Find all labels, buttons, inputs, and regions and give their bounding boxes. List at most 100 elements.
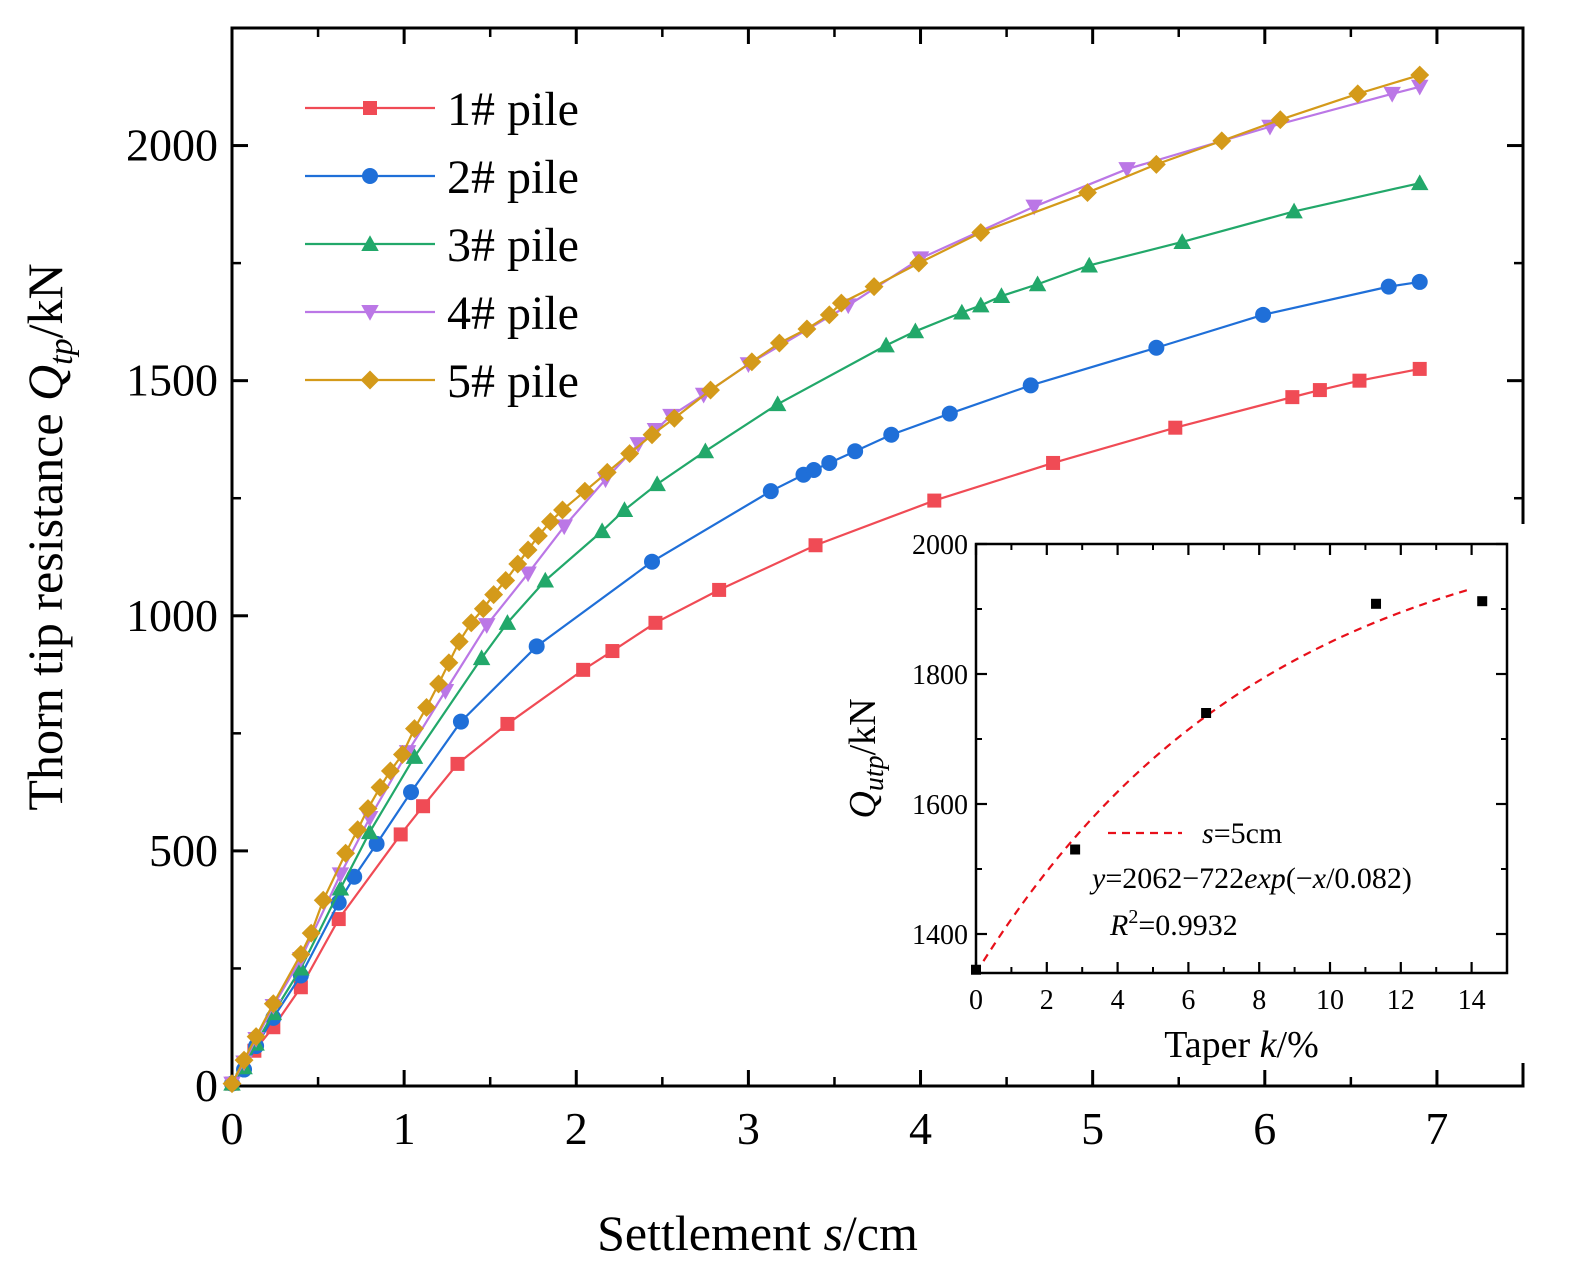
- data-point: [498, 614, 517, 630]
- inset-x-tick-label: 14: [1458, 985, 1486, 1016]
- data-point: [478, 618, 496, 634]
- data-point: [615, 501, 634, 517]
- data-point: [484, 585, 504, 605]
- inset-data-point: [1070, 844, 1081, 855]
- series-5: [222, 65, 1430, 1094]
- inset-legend-label: s=5cm: [1202, 817, 1282, 850]
- data-point: [808, 538, 823, 553]
- fit-r-squared: R2=0.9932: [1109, 906, 1238, 942]
- data-point: [1285, 202, 1303, 219]
- x-axis-label: Settlement s/cm: [597, 1205, 918, 1261]
- data-point: [1410, 65, 1430, 85]
- y-axis-label-text: Thorn tip resistance: [17, 401, 73, 811]
- x-tick-label: 0: [221, 1103, 244, 1154]
- legend-marker: [360, 370, 380, 390]
- data-point: [450, 756, 465, 771]
- legend-label: 1# pile: [447, 83, 579, 136]
- y-tick-label: 500: [149, 825, 218, 876]
- y-tick-label: 2000: [126, 120, 218, 171]
- data-point: [291, 944, 311, 964]
- data-point: [1255, 306, 1272, 323]
- data-point: [519, 566, 537, 583]
- y-tick-label: 0: [195, 1060, 218, 1111]
- data-point: [883, 426, 900, 443]
- data-point: [1285, 390, 1300, 405]
- fit-equation-open: (−: [1286, 862, 1313, 895]
- data-point: [769, 333, 789, 353]
- data-point: [797, 319, 817, 339]
- data-point: [246, 1027, 266, 1047]
- data-point: [222, 1074, 242, 1094]
- data-point: [1148, 339, 1165, 356]
- data-point: [941, 405, 958, 422]
- fit-equation-y: y: [1089, 862, 1106, 895]
- y-axis-label-var: Q: [17, 365, 73, 401]
- data-point: [358, 799, 378, 819]
- data-point: [473, 599, 493, 619]
- data-point: [831, 293, 851, 313]
- inset-x-tick-label: 12: [1387, 985, 1415, 1016]
- data-point: [1411, 273, 1428, 290]
- legend-label: 3# pile: [447, 219, 579, 272]
- data-point: [1270, 110, 1290, 130]
- legend-label: 4# pile: [447, 287, 579, 340]
- y-axis-label: Thorn tip resistance Qtp/kN: [17, 263, 80, 810]
- data-point: [1118, 162, 1136, 178]
- data-point: [742, 352, 762, 372]
- data-point: [1410, 174, 1429, 191]
- fit-r-superscript: 2: [1128, 906, 1138, 928]
- inset-y-tick-label: 1600: [912, 790, 968, 821]
- inset-frame: [974, 542, 1509, 975]
- data-point: [1261, 119, 1279, 136]
- inset-x-tick-label: 0: [969, 985, 983, 1016]
- data-point: [331, 879, 350, 896]
- inset-x-axis-label-unit: /%: [1277, 1024, 1319, 1066]
- data-point: [605, 644, 620, 659]
- inset-y-axis-label: Qutp/kN: [842, 698, 890, 818]
- data-point: [575, 481, 595, 501]
- data-point: [701, 380, 720, 400]
- data-point: [331, 912, 346, 927]
- data-point: [1146, 154, 1166, 174]
- data-point: [461, 613, 481, 633]
- x-axis-label-unit: /cm: [843, 1205, 918, 1261]
- inset-y-tick-label: 2000: [912, 530, 968, 561]
- legend-marker: [362, 168, 378, 184]
- inset-data-point: [1201, 708, 1212, 718]
- legend-label: 5# pile: [447, 355, 579, 408]
- data-point: [496, 571, 516, 590]
- data-point: [1078, 183, 1097, 203]
- data-point: [500, 716, 515, 731]
- data-point: [1022, 377, 1039, 394]
- fit-r-symbol: R: [1109, 909, 1128, 942]
- data-point: [909, 253, 929, 273]
- legend-marker: [361, 305, 379, 321]
- data-point: [293, 980, 308, 995]
- x-tick-label: 3: [737, 1103, 760, 1154]
- data-point: [1410, 79, 1429, 96]
- series-1: [225, 361, 1427, 1091]
- data-point: [336, 843, 356, 863]
- inset-data-point: [971, 964, 981, 975]
- y-tick-label: 1500: [126, 355, 218, 406]
- data-point: [1212, 131, 1232, 151]
- fit-equation-func: exp: [1244, 862, 1286, 895]
- x-tick-label: 6: [1253, 1103, 1276, 1154]
- data-point: [403, 784, 420, 801]
- data-point: [864, 277, 884, 297]
- data-point: [1046, 455, 1061, 470]
- data-point: [452, 713, 469, 730]
- data-point: [1025, 199, 1043, 216]
- fit-curve: [975, 587, 1472, 974]
- data-point: [664, 408, 684, 428]
- data-point: [263, 994, 283, 1014]
- x-tick-label: 1: [393, 1103, 416, 1154]
- data-point: [768, 395, 787, 412]
- data-point: [393, 827, 408, 842]
- inset-y-axis-label-var: Q: [842, 791, 884, 818]
- data-point: [417, 698, 436, 717]
- data-point: [644, 553, 661, 570]
- x-tick-label: 7: [1425, 1103, 1448, 1154]
- data-point: [555, 519, 573, 536]
- inset-y-axis-label-unit: /kN: [842, 698, 884, 755]
